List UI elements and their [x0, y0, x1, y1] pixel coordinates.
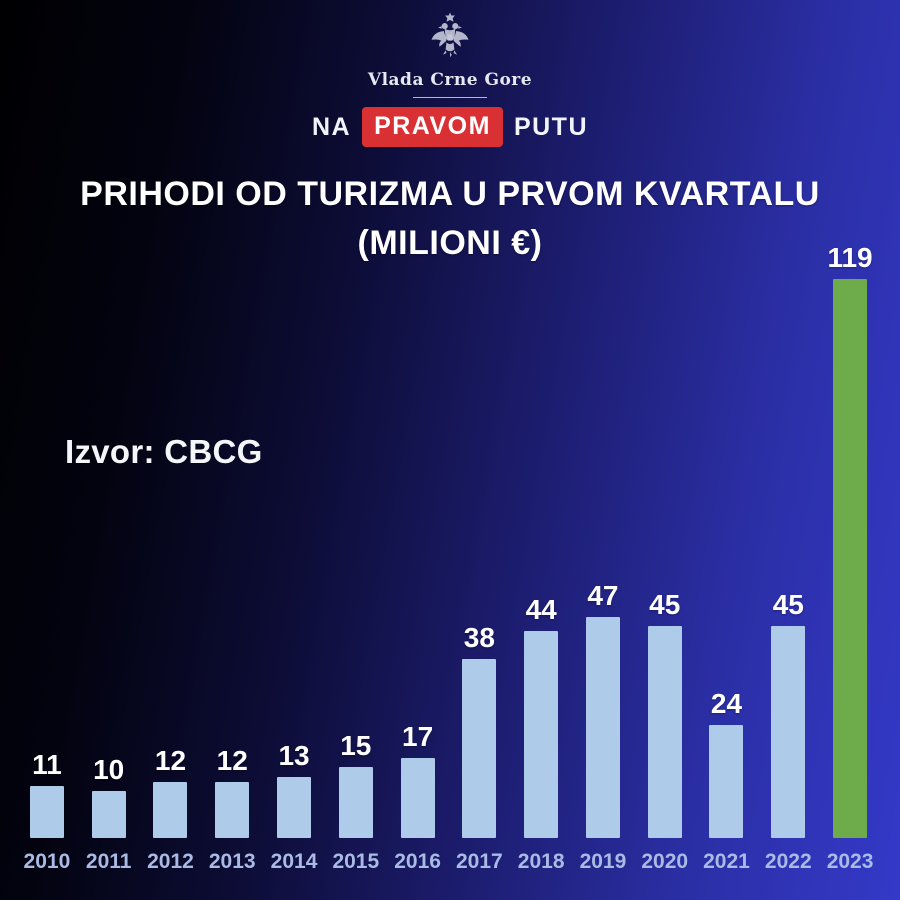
bar [647, 626, 682, 838]
bar-chart: 11 2010 10 2011 12 2012 12 2013 13 2014 15 2015 17 20… [16, 212, 881, 874]
x-tick-label: 2011 [85, 850, 132, 873]
slogan: NA PRAVOM PUTU [0, 107, 900, 147]
bar-group: 24 2021 [696, 212, 758, 874]
bar-value-label: 47 [587, 580, 619, 611]
bar-group: 13 2014 [263, 212, 325, 874]
x-tick-label: 2020 [641, 850, 689, 873]
bar-group: 44 2018 [510, 212, 572, 874]
x-tick-label: 2019 [579, 850, 627, 873]
org-name: Vlada Crne Gore [367, 70, 533, 90]
bar-value-label: 44 [525, 594, 557, 625]
bar-value-label: 10 [93, 754, 125, 785]
chart-title-line2: (MILIONI €) [357, 224, 543, 262]
bar-value-label: 45 [772, 589, 804, 620]
header-divider [413, 97, 487, 98]
x-tick-label: 2023 [826, 850, 874, 873]
bar [91, 791, 126, 838]
bar [29, 786, 64, 838]
bar-value-label: 38 [463, 622, 495, 653]
x-tick-label: 2017 [456, 850, 503, 873]
bar [338, 767, 373, 838]
slogan-suffix: PUTU [513, 112, 589, 141]
bar-value-label: 17 [402, 721, 434, 752]
x-tick-label: 2018 [517, 850, 565, 873]
bar [709, 725, 744, 838]
bar-group: 15 2015 [325, 212, 387, 874]
montenegro-coat-of-arms-icon [431, 12, 469, 58]
x-tick-label: 2013 [208, 850, 256, 873]
bar [524, 631, 559, 838]
x-tick-label: 2021 [703, 850, 750, 873]
x-tick-label: 2010 [23, 850, 71, 873]
bar-value-label: 119 [827, 242, 873, 273]
x-tick-label: 2016 [394, 850, 441, 873]
bar-value-label: 13 [278, 740, 310, 771]
slogan-highlight: PRAVOM [362, 107, 503, 147]
bar-group: 12 2012 [140, 212, 202, 874]
x-tick-label: 2012 [147, 850, 194, 873]
bar [215, 782, 250, 838]
header: Vlada Crne Gore NA PRAVOM PUTU [0, 10, 900, 147]
bar [462, 659, 497, 838]
bar-group: 38 2017 [448, 212, 510, 874]
bar [153, 782, 188, 838]
chart-title-line1: PRIHODI OD TURIZMA U PRVOM KVARTALU [80, 175, 820, 213]
bar-group: 47 2019 [572, 212, 634, 874]
bar-group: 45 2022 [757, 212, 819, 874]
bar-value-label: 24 [710, 688, 743, 719]
bar-value-label: 12 [154, 745, 187, 776]
bar [400, 758, 435, 838]
bar-group: 119 2023 [819, 212, 881, 874]
x-tick-label: 2015 [332, 850, 380, 873]
bar-group: 45 2020 [634, 212, 696, 874]
bar-value-label: 12 [216, 745, 248, 776]
bar-group: 11 2010 [16, 212, 78, 874]
bar [771, 626, 806, 838]
source-label: Izvor: CBCG [65, 433, 263, 470]
x-tick-label: 2014 [270, 850, 318, 873]
bar-group: 17 2016 [387, 212, 449, 874]
bar-value-label: 15 [340, 730, 372, 761]
bar-group: 10 2011 [78, 212, 140, 874]
bar-highlight [833, 279, 868, 838]
bar [277, 777, 312, 838]
bar [585, 617, 620, 838]
chart-title: PRIHODI OD TURIZMA U PRVOM KVARTALU (MIL… [0, 170, 900, 268]
bar-value-label: 45 [649, 589, 681, 620]
x-tick-label: 2022 [764, 850, 812, 873]
bar-value-label: 11 [32, 749, 62, 780]
bar-group: 12 2013 [201, 212, 263, 874]
slogan-prefix: NA [311, 112, 352, 141]
